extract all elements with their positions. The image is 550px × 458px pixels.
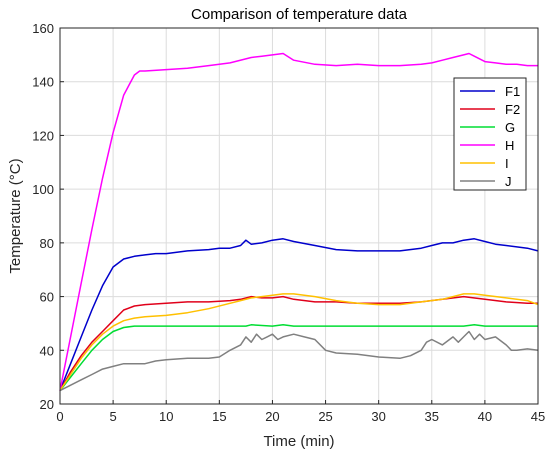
legend-label-f1: F1: [505, 84, 520, 99]
x-tick-label: 20: [265, 409, 279, 424]
series-layer: [59, 52, 539, 392]
y-tick-label: 120: [32, 128, 54, 143]
y-tick-label: 160: [32, 21, 54, 36]
y-tick-label: 80: [40, 236, 54, 251]
series-line-f2: [59, 295, 538, 391]
x-tick-label: 35: [425, 409, 439, 424]
x-tick-label: 0: [56, 409, 63, 424]
x-tick-label: 5: [109, 409, 116, 424]
y-tick-label: 60: [40, 290, 54, 305]
series-line-g: [59, 324, 538, 392]
x-tick-label: 25: [318, 409, 332, 424]
x-tick-label: 45: [531, 409, 545, 424]
y-tick-label: 20: [40, 397, 54, 412]
legend-label-g: G: [505, 120, 515, 135]
legend-label-j: J: [505, 174, 512, 189]
x-axis-ticks: 0 5 10 15 20 25 30 35 40 45: [56, 400, 545, 424]
y-tick-label: 140: [32, 75, 54, 90]
x-axis-label: Time (min): [263, 433, 334, 450]
legend-label-h: H: [505, 138, 514, 153]
y-tick-label: 100: [32, 182, 54, 197]
series-line-h: [59, 52, 538, 391]
y-axis-ticks: 20 40 60 80 100 120 140 160: [32, 21, 64, 412]
y-axis-label: Temperature (°C): [7, 158, 24, 273]
legend-label-f2: F2: [505, 102, 520, 117]
legend-label-i: I: [505, 156, 509, 171]
x-tick-label: 15: [212, 409, 226, 424]
x-tick-label: 40: [478, 409, 492, 424]
x-tick-label: 30: [371, 409, 385, 424]
legend-box: [453, 77, 527, 191]
chart-title: Comparison of temperature data: [191, 6, 408, 23]
plot-frame: [59, 27, 539, 405]
series-line-j: [59, 330, 539, 392]
series-line-f1: [59, 238, 539, 391]
y-tick-label: 40: [40, 343, 54, 358]
x-tick-label: 10: [159, 409, 173, 424]
series-line-i: [59, 293, 539, 392]
